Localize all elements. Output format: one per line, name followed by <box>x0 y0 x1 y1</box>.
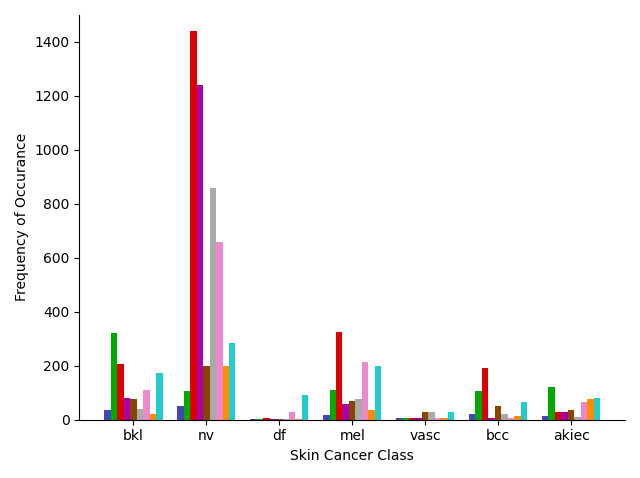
Bar <box>508 418 515 420</box>
Bar <box>336 332 342 420</box>
Bar <box>276 419 282 420</box>
Bar <box>435 418 442 420</box>
Bar <box>302 395 308 420</box>
Bar <box>403 418 409 420</box>
Bar <box>482 369 488 420</box>
Bar <box>448 412 454 420</box>
Bar <box>476 391 482 420</box>
Bar <box>349 401 355 420</box>
Bar <box>355 400 362 420</box>
Bar <box>190 31 196 420</box>
Y-axis label: Frequency of Occurance: Frequency of Occurance <box>15 133 29 302</box>
Bar <box>216 242 223 420</box>
Bar <box>594 398 600 420</box>
Bar <box>488 418 495 420</box>
Bar <box>469 414 476 420</box>
X-axis label: Skin Cancer Class: Skin Cancer Class <box>291 449 414 463</box>
Bar <box>375 366 381 420</box>
Bar <box>342 403 349 420</box>
Bar <box>143 390 150 420</box>
Bar <box>136 409 143 420</box>
Bar <box>130 400 136 420</box>
Bar <box>203 366 209 420</box>
Bar <box>362 362 369 420</box>
Bar <box>104 410 111 420</box>
Bar <box>184 391 190 420</box>
Bar <box>428 412 435 420</box>
Bar <box>196 85 203 420</box>
Bar <box>323 415 330 420</box>
Bar <box>330 390 336 420</box>
Bar <box>515 416 521 420</box>
Bar <box>409 418 415 420</box>
Bar <box>542 416 548 420</box>
Bar <box>177 406 184 420</box>
Bar <box>223 366 229 420</box>
Bar <box>561 412 568 420</box>
Bar <box>282 419 289 420</box>
Bar <box>209 188 216 420</box>
Bar <box>495 406 501 420</box>
Bar <box>369 410 375 420</box>
Bar <box>269 419 276 420</box>
Bar <box>588 400 594 420</box>
Bar <box>257 419 263 420</box>
Bar <box>111 333 117 420</box>
Bar <box>250 419 257 420</box>
Bar <box>442 418 448 420</box>
Bar <box>580 402 588 420</box>
Bar <box>501 414 508 420</box>
Bar <box>568 410 574 420</box>
Bar <box>229 343 236 420</box>
Bar <box>415 418 422 420</box>
Bar <box>422 412 428 420</box>
Bar <box>289 412 296 420</box>
Bar <box>150 414 156 420</box>
Bar <box>156 372 163 420</box>
Bar <box>296 419 302 420</box>
Bar <box>548 387 555 420</box>
Bar <box>521 402 527 420</box>
Bar <box>574 417 580 420</box>
Bar <box>396 418 403 420</box>
Bar <box>263 418 269 420</box>
Bar <box>117 364 124 420</box>
Bar <box>555 412 561 420</box>
Bar <box>124 398 130 420</box>
